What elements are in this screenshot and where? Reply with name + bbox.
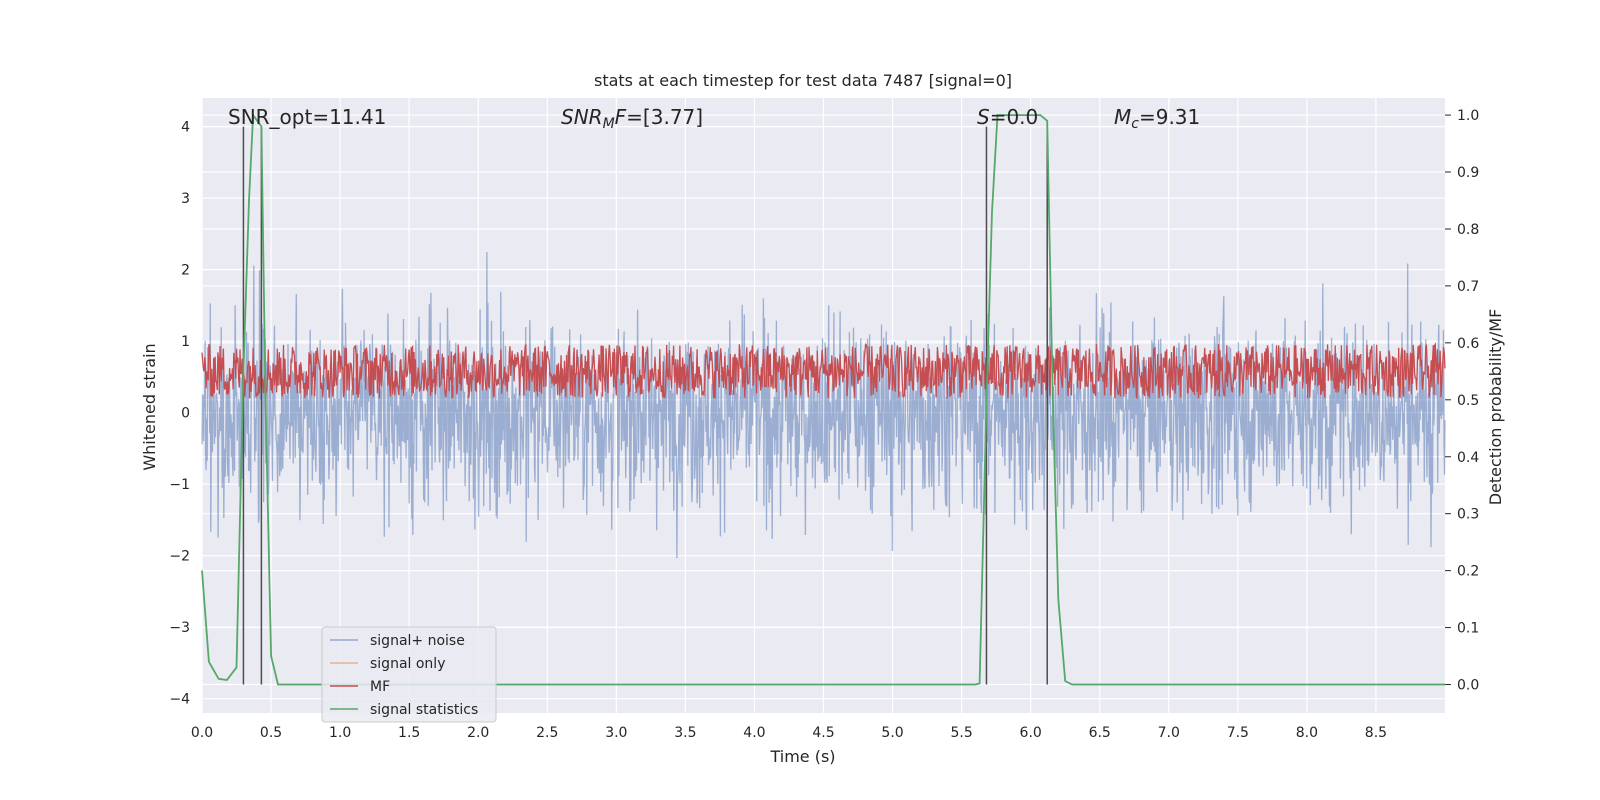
x-tick-label: 3.5 [674,725,696,741]
y-axis-label-right: Detection probability/MF [1486,309,1505,506]
x-tick-label: 8.5 [1365,725,1387,741]
x-tick-label: 8.0 [1296,725,1318,741]
y-tick-label-right: 0.4 [1457,450,1479,466]
annotation-snr-mf-value: =[3.77] [626,105,703,129]
axis-ticks: 0.0 0.5 1.0 1.5 2.0 2.5 3.0 3.5 4.0 4.5 5.0 5.5 6.0 6… [169,108,1479,741]
annotation-snr-mf-subscript: M [603,116,615,132]
y-tick-label-left: 3 [181,191,190,207]
annotation-mc-subscript: c [1131,116,1139,132]
x-tick-label: 6.0 [1020,725,1042,741]
y-tick-label-left: 1 [181,334,190,350]
x-tick-label: 5.5 [950,725,972,741]
y-tick-label-left: −2 [169,549,190,565]
x-tick-label: 7.5 [1227,725,1249,741]
x-tick-label: 3.0 [605,725,627,741]
legend: signal+ noise signal only MF signal stat… [321,626,497,723]
signal-statistics-line [201,112,1445,686]
legend-box [321,626,497,723]
y-tick-label-left: 0 [181,406,190,422]
x-tick-label: 1.5 [398,725,420,741]
annotation-mc-value: =9.31 [1139,105,1200,129]
legend-label-mf: MF [370,679,390,695]
legend-label-signal: signal only [370,656,445,672]
annotation-s: S=0.0 [977,105,1038,129]
y-tick-label-right: 0.5 [1457,393,1479,409]
legend-label-stats: signal statistics [370,702,478,718]
y-tick-label-right: 1.0 [1457,108,1479,124]
y-tick-label-right: 0.6 [1457,336,1479,352]
y-tick-label-left: 2 [181,263,190,279]
y-tick-label-right: 0.3 [1457,507,1479,523]
annotations: SNR_opt=11.41 SNRMF=[3.77] S=0.0 Mc=9.31 [228,105,1200,132]
y-tick-label-right: 0.8 [1457,222,1479,238]
y-tick-label-left: −4 [169,692,190,708]
y-tick-label-left: −3 [169,620,190,636]
y-tick-label-right: 0.7 [1457,279,1479,295]
annotation-s-value: =0.0 [990,105,1039,129]
signal-plus-noise-line [201,252,1446,559]
annotation-mc: Mc=9.31 [1114,105,1200,132]
signal-statistics-series [201,112,1445,686]
annotation-snr-mf-f: F [615,105,627,129]
y-tick-label-left: −1 [169,477,190,493]
annotation-snr-mf: SNRMF=[3.77] [561,105,703,132]
x-tick-label: 2.0 [467,725,489,741]
y-tick-label-right: 0.0 [1457,678,1479,694]
y-tick-label-right: 0.9 [1457,165,1479,181]
signal-plus-noise-series [201,252,1446,559]
x-tick-label: 1.0 [329,725,351,741]
annotation-s-symbol: S [977,105,990,129]
legend-label-noise: signal+ noise [370,633,465,649]
y-tick-label-left: 4 [181,120,190,136]
mf-line [201,341,1446,400]
y-tick-label-right: 0.2 [1457,564,1479,580]
x-tick-label: 7.0 [1158,725,1180,741]
y-tick-label-right: 0.1 [1457,621,1479,637]
x-tick-label: 4.0 [743,725,765,741]
x-tick-label: 2.5 [536,725,558,741]
chart-title: stats at each timestep for test data 748… [594,71,1012,90]
x-tick-label: 6.5 [1089,725,1111,741]
annotation-snr-opt: SNR_opt=11.41 [228,105,386,129]
y-axis-label-left: Whitened strain [140,343,159,470]
x-axis-label: Time (s) [769,747,835,766]
x-tick-label: 4.5 [812,725,834,741]
mf-series [201,341,1446,400]
x-tick-label: 0.5 [260,725,282,741]
annotation-mc-symbol: M [1114,105,1131,129]
x-tick-label: 5.0 [881,725,903,741]
x-tick-label: 0.0 [191,725,213,741]
annotation-snr-mf-symbol: SNR [561,105,603,129]
